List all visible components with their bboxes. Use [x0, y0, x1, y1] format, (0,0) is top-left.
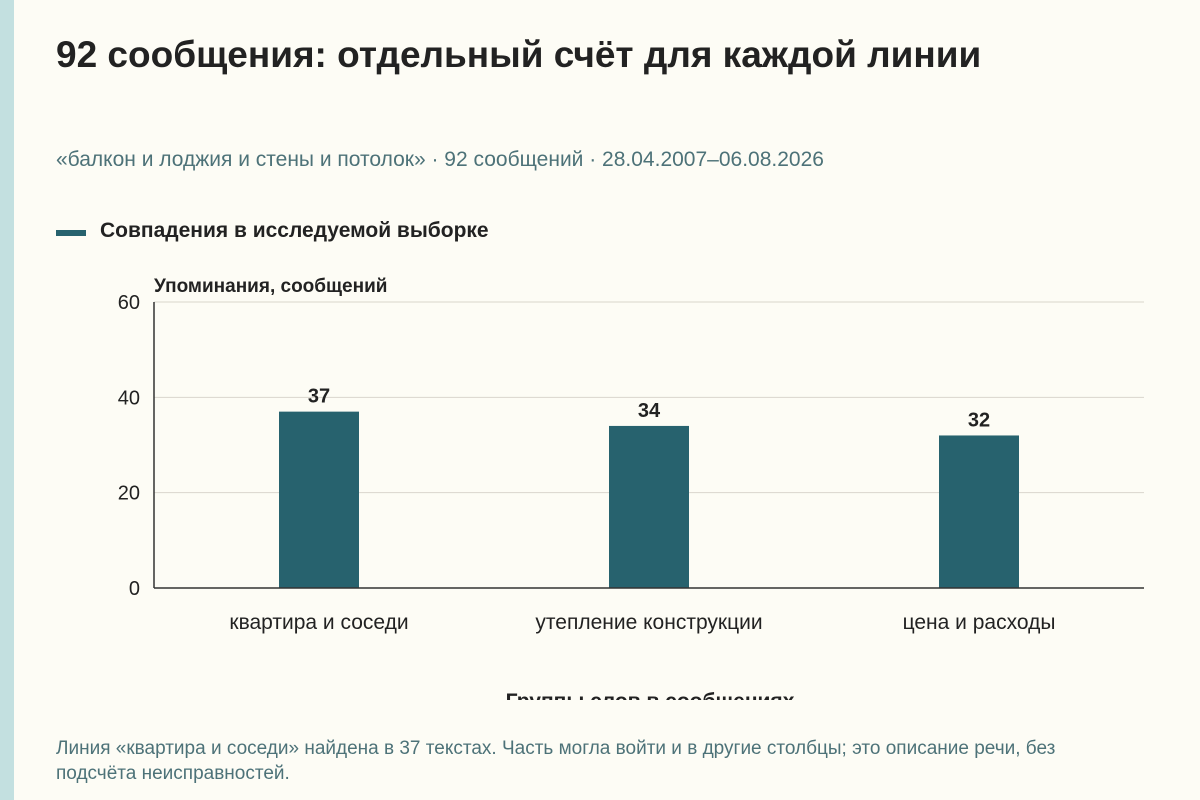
y-tick-label: 0: [129, 578, 140, 600]
legend-swatch: [56, 230, 86, 236]
footnote: Линия «квартира и соседи» найдена в 37 т…: [56, 738, 1056, 784]
y-tick-label: 40: [118, 387, 140, 409]
x-tick-label: цена и расходы: [903, 611, 1056, 634]
data-label: 32: [968, 409, 990, 431]
accent-stripe: [0, 0, 14, 800]
bar: [279, 411, 359, 588]
axes: 0 20 40 60 квартира и соседи утепление констр…: [118, 292, 1144, 634]
y-axis-title: Упоминания, сообщений: [154, 276, 387, 297]
x-tick-label: утепление конструкции: [535, 611, 762, 634]
bars: 37 34 32: [279, 386, 1019, 588]
x-tick-label: квартира и соседи: [229, 611, 408, 634]
legend: Совпадения в исследуемой выборке: [56, 219, 489, 243]
legend-label: Совпадения в исследуемой выборке: [100, 219, 489, 242]
chart-subtitle: «балкон и лоджия и стены и потолок» · 92…: [56, 148, 824, 171]
chart-title: 92 сообщения: отдельный счёт для каждой …: [56, 34, 982, 75]
x-axis-title: Группы слов в сообщениях: [506, 690, 795, 700]
data-label: 34: [638, 400, 661, 422]
y-tick-label: 20: [118, 483, 140, 505]
data-label: 37: [308, 386, 330, 408]
y-tick-label: 60: [118, 292, 140, 314]
bar-chart: 37 34 32 0 20 40 60 квартира и соседи утепление…: [118, 276, 1144, 700]
bar: [939, 435, 1019, 588]
bar: [609, 425, 689, 588]
